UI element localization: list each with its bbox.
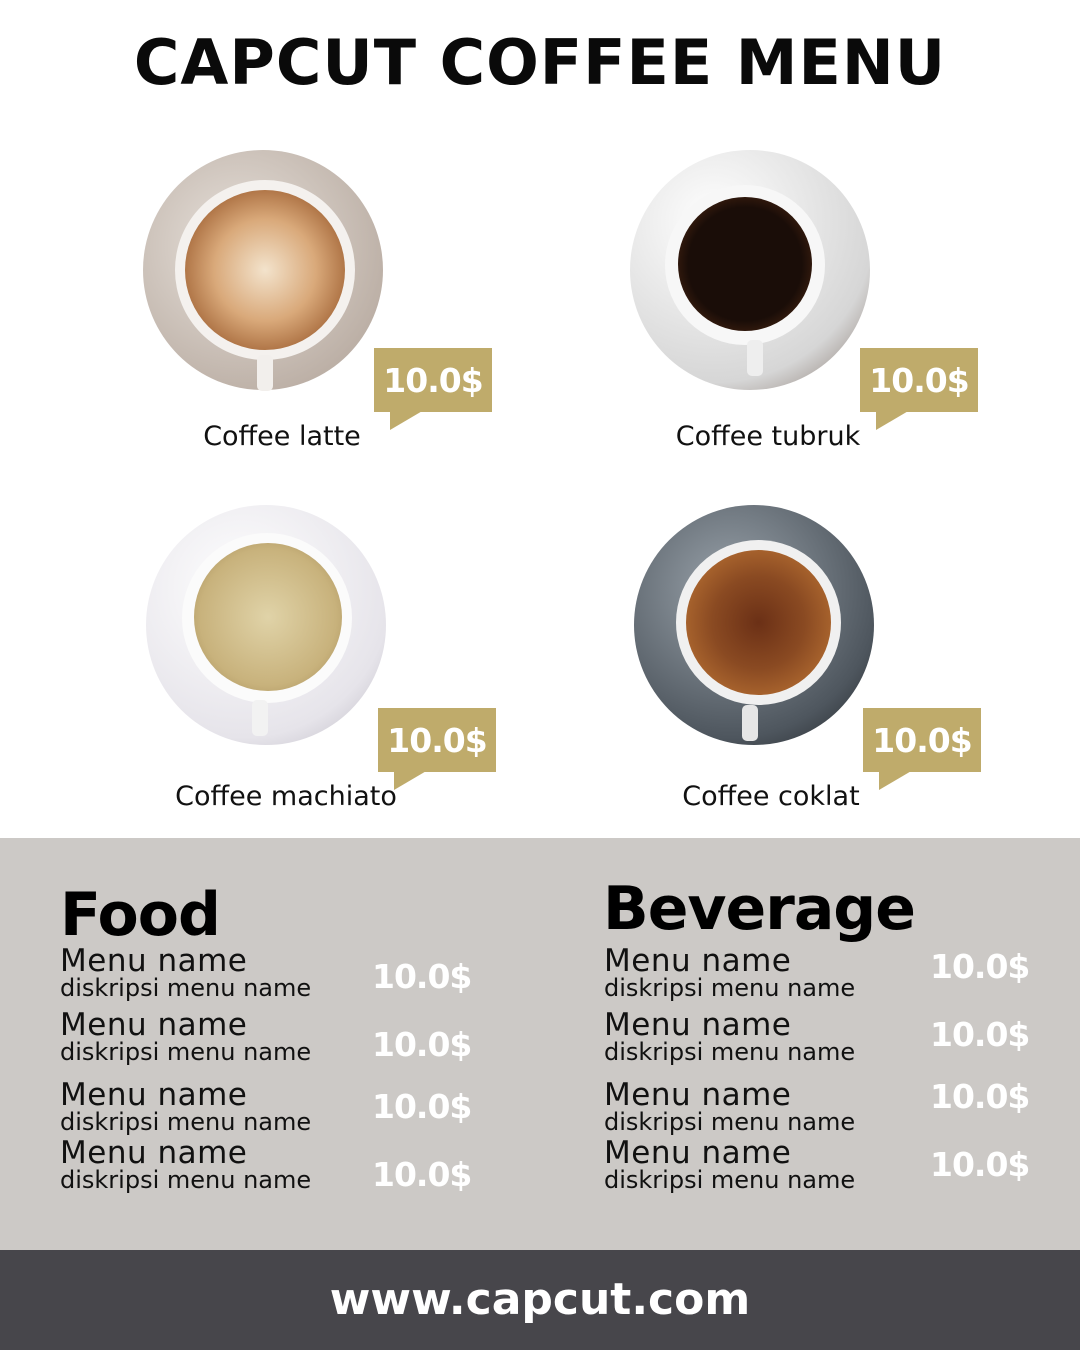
beverage-item-price: 10.0$ <box>930 947 1030 986</box>
food-item-price: 10.0$ <box>372 1155 472 1194</box>
food-item-name: Menu name <box>60 1135 248 1171</box>
coffee-latte-label: Coffee latte <box>203 421 361 452</box>
footer-url: www.capcut.com <box>0 1250 1080 1350</box>
food-item-description: diskripsi menu name <box>60 1038 312 1066</box>
menu-section <box>0 838 1080 1250</box>
beverage-heading: Beverage <box>603 874 916 944</box>
beverage-item-description: diskripsi menu name <box>604 1038 856 1066</box>
food-item-name: Menu name <box>60 943 248 979</box>
coffee-coklat-label: Coffee coklat <box>682 781 860 812</box>
food-item-name: Menu name <box>60 1077 248 1113</box>
price-tag-latte: 10.0$ <box>374 348 492 430</box>
food-heading: Food <box>60 880 221 950</box>
food-item-description: diskripsi menu name <box>60 1166 312 1194</box>
beverage-item-price: 10.0$ <box>930 1145 1030 1184</box>
food-item-price: 10.0$ <box>372 1025 472 1064</box>
coffee-tubruk-label: Coffee tubruk <box>675 421 861 452</box>
food-item-price: 10.0$ <box>372 1087 472 1126</box>
price-tag-tubruk: 10.0$ <box>860 348 978 430</box>
price-tag-coklat: 10.0$ <box>863 708 981 790</box>
beverage-item-description: diskripsi menu name <box>604 974 856 1002</box>
beverage-item-description: diskripsi menu name <box>604 1108 856 1136</box>
food-item-description: diskripsi menu name <box>60 1108 312 1136</box>
coffee-tubruk-image <box>630 150 870 390</box>
food-item-price: 10.0$ <box>372 957 472 996</box>
beverage-item-name: Menu name <box>604 1135 792 1171</box>
food-item-name: Menu name <box>60 1007 248 1043</box>
beverage-item-price: 10.0$ <box>930 1015 1030 1054</box>
beverage-item-price: 10.0$ <box>930 1077 1030 1116</box>
price-tag-machiato: 10.0$ <box>378 708 496 790</box>
coffee-latte-image <box>143 150 383 391</box>
beverage-item-name: Menu name <box>604 1077 792 1113</box>
food-item-description: diskripsi menu name <box>60 974 312 1002</box>
page-title: CAPCUT COFFEE MENU <box>133 26 947 99</box>
beverage-item-name: Menu name <box>604 1007 792 1043</box>
beverage-item-name: Menu name <box>604 943 792 979</box>
coffee-coklat-image <box>634 505 874 745</box>
coffee-machiato-image <box>146 505 386 745</box>
coffee-machiato-label: Coffee machiato <box>175 781 397 812</box>
beverage-item-description: diskripsi menu name <box>604 1166 856 1194</box>
